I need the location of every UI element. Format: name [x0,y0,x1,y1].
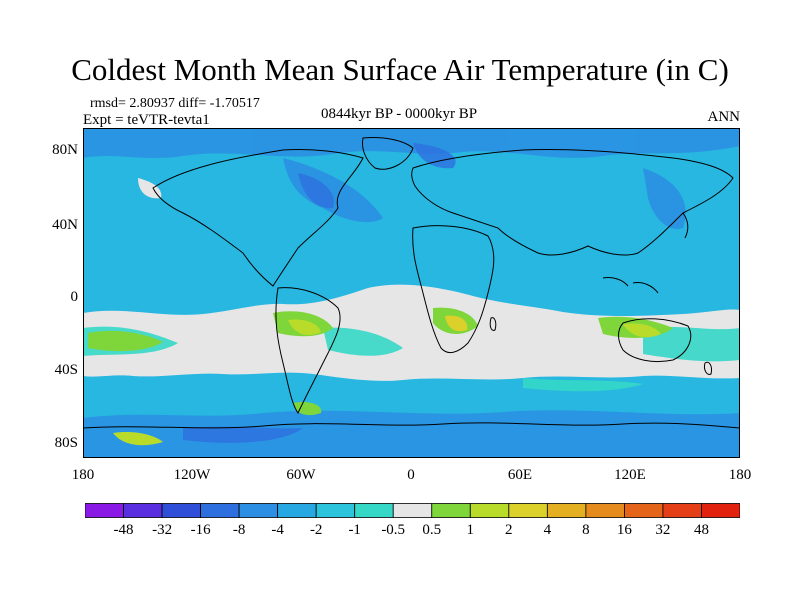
rmsd-diff-label: rmsd= 2.80937 diff= -1.70517 [90,96,260,111]
colorbar-label: -0.5 [381,522,406,538]
colorbar-box [354,503,394,518]
period-label: 0844kyr BP - 0000kyr BP [321,106,478,122]
colorbar-box [431,503,471,518]
anomaly-fill-near-zero [83,178,740,381]
y-tick-80n: 80N [52,142,78,158]
colorbar-label: -1 [348,522,361,538]
colorbar-label: 2 [505,522,513,538]
temperature-map [83,128,740,458]
colorbar-box [392,503,433,518]
x-tick-120e: 120E [614,467,646,483]
x-tick-60e: 60E [507,467,533,483]
colorbar-label: -16 [190,522,211,538]
x-tick-0: 0 [407,467,415,483]
colorbar-label: -2 [309,522,323,538]
colorbar-box [238,503,279,518]
colorbar-box [315,503,356,518]
colorbar-box [469,503,510,518]
y-tick-80s: 80S [54,435,78,451]
coastlines [83,137,740,429]
colorbar-label: 4 [543,522,552,538]
x-tick-120w: 120W [173,467,211,483]
colorbar-label: 8 [582,522,590,538]
map-title: Coldest Month Mean Surface Air Temperatu… [71,52,729,87]
colorbar-box [123,503,163,518]
anomaly-fill-deepblue [183,143,456,443]
colorbar [85,503,740,518]
colorbar-label: 48 [694,522,709,538]
y-tick-40s: 40S [54,362,78,378]
map-frame [83,128,740,458]
x-tick-180w: 180 [71,467,95,483]
anomaly-fill-yellow [445,315,468,332]
y-tick-0: 0 [70,289,79,305]
colorbar-box [85,503,124,518]
colorbar-label: -48 [113,522,134,538]
colorbar-box [508,503,548,518]
colorbar-box [585,503,625,518]
y-tick-40n: 40N [52,217,78,233]
colorbar-box [277,503,317,518]
colorbar-box [200,503,240,518]
colorbar-box [546,503,587,518]
colorbar-label: 32 [655,522,671,538]
x-tick-60w: 60W [286,467,316,483]
colorbar-label: 16 [616,522,632,538]
colorbar-box [161,503,201,518]
season-label: ANN [707,109,741,125]
anomaly-fill-green [88,307,673,416]
colorbar-label: -4 [271,522,284,538]
colorbar-box [662,503,702,518]
colorbar-box [624,503,664,518]
anomaly-fill-lime [113,319,661,446]
colorbar-label: 1 [466,522,475,538]
colorbar-label: -32 [152,522,173,538]
colorbar-label: 0.5 [422,522,442,538]
experiment-label: Expt = teVTR-tevta1 [83,112,210,128]
x-tick-180e: 180 [728,467,752,483]
colorbar-box [701,503,740,518]
colorbar-label: -8 [232,522,246,538]
